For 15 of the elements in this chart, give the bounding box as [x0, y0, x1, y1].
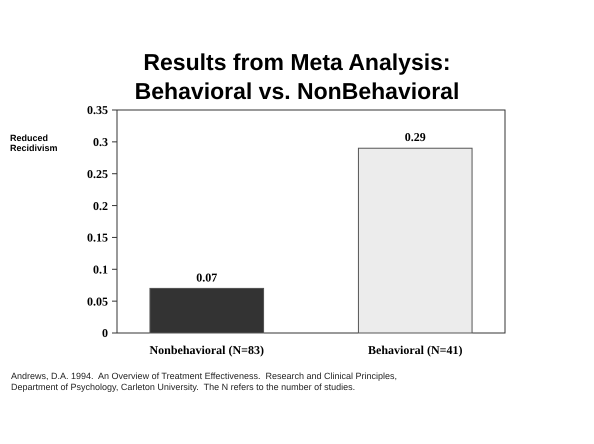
- y-tick-label: 0.1: [93, 262, 108, 276]
- y-axis-title: Reduced Recidivism: [10, 133, 58, 153]
- y-tick-label: 0.35: [87, 103, 108, 118]
- y-tick-label: 0.3: [93, 135, 108, 150]
- data-label: 0.29: [404, 130, 426, 144]
- y-tick-label: 0.2: [93, 198, 108, 213]
- y-tick-label: 0: [102, 326, 108, 340]
- chart-title: Results from Meta Analysis: Behavioral vs. NonBehavioral: [134, 49, 460, 104]
- x-tick-label: Nonbehavioral (N=83): [149, 343, 264, 357]
- data-label: 0.07: [196, 270, 218, 284]
- y-tick-label: 0.05: [87, 294, 108, 308]
- text: Andrews, D.A. 1994. An Overview of Treatment Effectiveness. Research and Clinical Principles, Department of Psychology, Carleton University. The N refers to the number of studies.: [11, 371, 398, 392]
- x-tick-label: Behavioral (N=41): [368, 343, 462, 357]
- y-tick-label: 0.15: [87, 230, 108, 245]
- y-tick-label: 0.25: [87, 166, 108, 181]
